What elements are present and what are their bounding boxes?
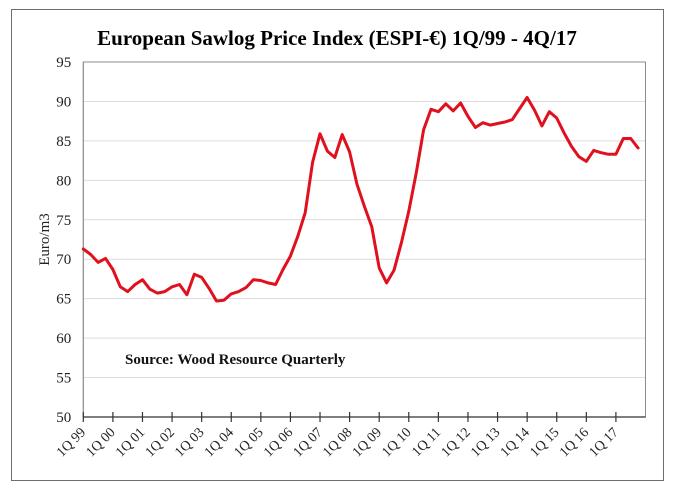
source-annotation: Source: Wood Resource Quarterly	[125, 352, 346, 368]
gridlines	[83, 61, 646, 379]
x-tick-label: 1Q 05	[232, 425, 267, 460]
x-tick-label: 1Q 03	[172, 425, 207, 460]
y-tick-label: 70	[56, 252, 71, 268]
x-tick-label: 1Q 99	[54, 425, 89, 460]
y-tick-label: 85	[56, 134, 71, 150]
chart-title: European Sawlog Price Index (ESPI-€) 1Q/…	[97, 26, 577, 50]
chart-frame	[11, 9, 664, 481]
x-tick-label: 1Q 15	[527, 425, 562, 460]
x-tick-label: 1Q 12	[439, 425, 474, 460]
x-tick-label: 1Q 10	[380, 425, 415, 460]
x-tick-label: 1Q 13	[468, 425, 503, 460]
y-tick-label: 75	[56, 213, 71, 229]
x-tick-label: 1Q 08	[320, 425, 355, 460]
x-tick-label: 1Q 06	[261, 425, 296, 460]
x-tick-label: 1Q 04	[202, 425, 237, 460]
series-group	[81, 96, 640, 303]
series-line-espi	[81, 96, 640, 303]
y-tick-label: 80	[56, 173, 71, 189]
x-tick-label: 1Q 00	[84, 425, 119, 460]
y-tick-label: 55	[56, 371, 71, 387]
y-tick-label: 95	[56, 55, 71, 71]
y-axis: 50 55 60 65 70 75 80 85 90 95	[56, 55, 71, 426]
y-tick-label: 50	[56, 410, 71, 426]
y-axis-title: Euro/m3	[37, 213, 53, 266]
x-tick-label: 1Q 02	[143, 425, 178, 460]
y-tick-label: 90	[56, 94, 71, 110]
x-tick-label: 1Q 07	[291, 425, 326, 460]
x-tick-label: 1Q 17	[587, 425, 622, 460]
x-tick-label: 1Q 01	[113, 425, 148, 460]
y-tick-label: 65	[56, 292, 71, 308]
x-tick-label: 1Q 14	[498, 425, 533, 460]
x-tick-label: 1Q 09	[350, 425, 385, 460]
y-tick-label: 60	[56, 331, 71, 347]
x-tick-label: 1Q 16	[557, 425, 592, 460]
x-tick-label: 1Q 11	[409, 425, 444, 460]
